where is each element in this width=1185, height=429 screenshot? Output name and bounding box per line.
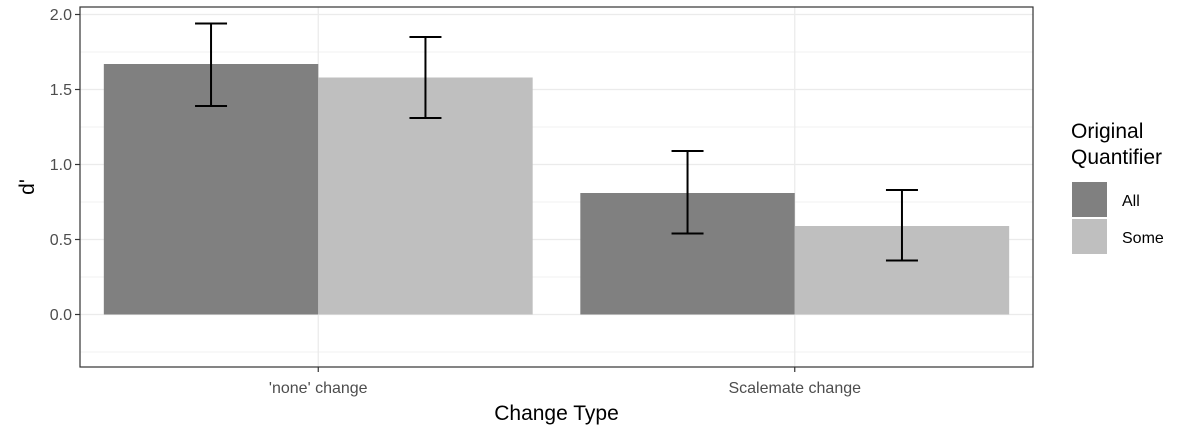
bars	[103, 64, 1010, 315]
legend-label-all: All	[1122, 193, 1140, 210]
y-tick-label: 1.5	[50, 82, 72, 99]
legend: Original Quantifier All Some	[1071, 120, 1164, 254]
legend-key-some	[1072, 219, 1107, 254]
error-bars	[195, 22, 918, 262]
legend-title-line-1: Original	[1071, 120, 1143, 143]
y-tick-label: 1.0	[50, 157, 72, 174]
x-tick-label: 'none' change	[269, 380, 368, 397]
y-tick-label: 0.5	[50, 232, 72, 249]
y-axis-ticks: 0.0 0.5 1.0 1.5 2.0	[50, 7, 80, 324]
y-tick-label: 2.0	[50, 7, 72, 24]
legend-label-some: Some	[1122, 230, 1164, 247]
plot-border	[79, 6, 1034, 368]
x-tick-label: Scalemate change	[728, 380, 861, 397]
legend-title-line-2: Quantifier	[1071, 146, 1162, 169]
x-axis-title: Change Type	[494, 402, 619, 425]
x-axis-ticks: 'none' change Scalemate change	[269, 367, 861, 397]
legend-key-all	[1072, 182, 1107, 217]
y-axis-title: d'	[16, 179, 39, 195]
y-tick-label: 0.0	[50, 307, 72, 324]
